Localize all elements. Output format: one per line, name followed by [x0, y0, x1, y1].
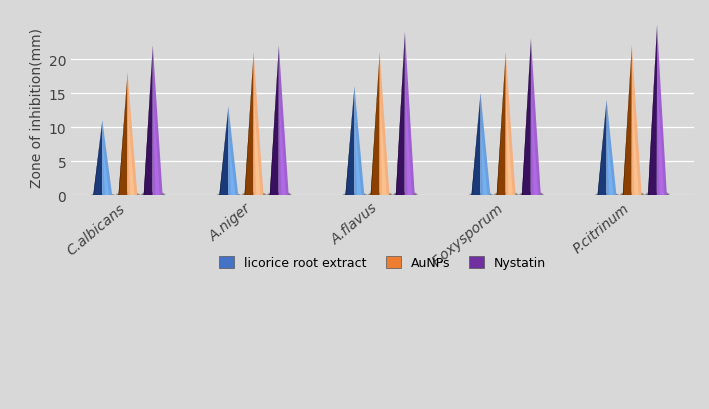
- Ellipse shape: [647, 193, 668, 199]
- Polygon shape: [648, 26, 657, 196]
- Ellipse shape: [342, 193, 367, 199]
- Polygon shape: [471, 94, 481, 196]
- Ellipse shape: [644, 191, 670, 200]
- Ellipse shape: [596, 194, 618, 198]
- Ellipse shape: [117, 193, 139, 198]
- Polygon shape: [497, 53, 506, 196]
- Polygon shape: [405, 82, 412, 196]
- Polygon shape: [345, 87, 354, 196]
- Ellipse shape: [216, 193, 241, 198]
- Polygon shape: [354, 87, 364, 196]
- Polygon shape: [245, 53, 254, 196]
- Polygon shape: [379, 53, 389, 196]
- Ellipse shape: [620, 192, 644, 200]
- Polygon shape: [522, 39, 531, 196]
- Polygon shape: [531, 86, 538, 196]
- Polygon shape: [152, 91, 160, 196]
- Polygon shape: [623, 46, 632, 196]
- Polygon shape: [128, 110, 135, 196]
- Ellipse shape: [519, 192, 544, 200]
- Polygon shape: [405, 33, 415, 196]
- Polygon shape: [270, 46, 279, 196]
- Ellipse shape: [395, 193, 416, 199]
- Polygon shape: [102, 121, 112, 196]
- Ellipse shape: [90, 194, 116, 198]
- Polygon shape: [128, 74, 138, 196]
- Polygon shape: [219, 108, 228, 196]
- Polygon shape: [632, 46, 642, 196]
- Ellipse shape: [267, 192, 292, 200]
- Polygon shape: [632, 91, 639, 196]
- Ellipse shape: [594, 193, 620, 198]
- Y-axis label: Zone of inhibition(mm): Zone of inhibition(mm): [29, 28, 43, 187]
- Polygon shape: [522, 39, 531, 196]
- Polygon shape: [471, 94, 481, 196]
- Ellipse shape: [470, 194, 491, 198]
- Polygon shape: [606, 101, 616, 196]
- Polygon shape: [657, 77, 664, 196]
- Polygon shape: [354, 120, 362, 196]
- Polygon shape: [480, 94, 491, 196]
- Ellipse shape: [622, 193, 643, 199]
- Ellipse shape: [143, 193, 164, 199]
- Polygon shape: [481, 124, 488, 196]
- Ellipse shape: [269, 193, 290, 199]
- Ellipse shape: [218, 194, 240, 198]
- Ellipse shape: [241, 192, 267, 200]
- Polygon shape: [607, 129, 614, 196]
- Ellipse shape: [496, 193, 517, 199]
- Polygon shape: [219, 108, 228, 196]
- Polygon shape: [396, 33, 405, 196]
- Polygon shape: [118, 74, 128, 196]
- Polygon shape: [279, 46, 289, 196]
- Polygon shape: [371, 53, 380, 196]
- Polygon shape: [623, 46, 632, 196]
- Polygon shape: [94, 121, 102, 196]
- Ellipse shape: [367, 192, 393, 200]
- Polygon shape: [144, 46, 152, 196]
- Ellipse shape: [469, 193, 493, 199]
- Polygon shape: [345, 87, 354, 196]
- Polygon shape: [598, 101, 607, 196]
- Polygon shape: [497, 53, 506, 196]
- Polygon shape: [506, 53, 515, 196]
- Polygon shape: [270, 46, 279, 196]
- Ellipse shape: [493, 192, 519, 200]
- Polygon shape: [118, 74, 128, 196]
- Polygon shape: [245, 53, 254, 196]
- Polygon shape: [253, 53, 264, 196]
- Polygon shape: [531, 39, 541, 196]
- Polygon shape: [94, 121, 102, 196]
- Polygon shape: [228, 108, 238, 196]
- Polygon shape: [371, 53, 380, 196]
- Polygon shape: [648, 26, 657, 196]
- Ellipse shape: [369, 193, 391, 199]
- Polygon shape: [396, 33, 405, 196]
- Polygon shape: [598, 101, 607, 196]
- Polygon shape: [657, 26, 667, 196]
- Polygon shape: [152, 46, 162, 196]
- Ellipse shape: [344, 194, 366, 198]
- Ellipse shape: [140, 192, 166, 200]
- Polygon shape: [254, 96, 261, 196]
- Polygon shape: [102, 144, 109, 196]
- Polygon shape: [380, 96, 387, 196]
- Polygon shape: [279, 91, 286, 196]
- Ellipse shape: [116, 193, 140, 199]
- Polygon shape: [228, 134, 235, 196]
- Ellipse shape: [393, 191, 418, 200]
- Polygon shape: [144, 46, 152, 196]
- Legend: licorice root extract, AuNPs, Nystatin: licorice root extract, AuNPs, Nystatin: [214, 252, 551, 274]
- Ellipse shape: [92, 195, 113, 198]
- Polygon shape: [506, 96, 513, 196]
- Ellipse shape: [243, 193, 264, 199]
- Ellipse shape: [520, 193, 542, 199]
